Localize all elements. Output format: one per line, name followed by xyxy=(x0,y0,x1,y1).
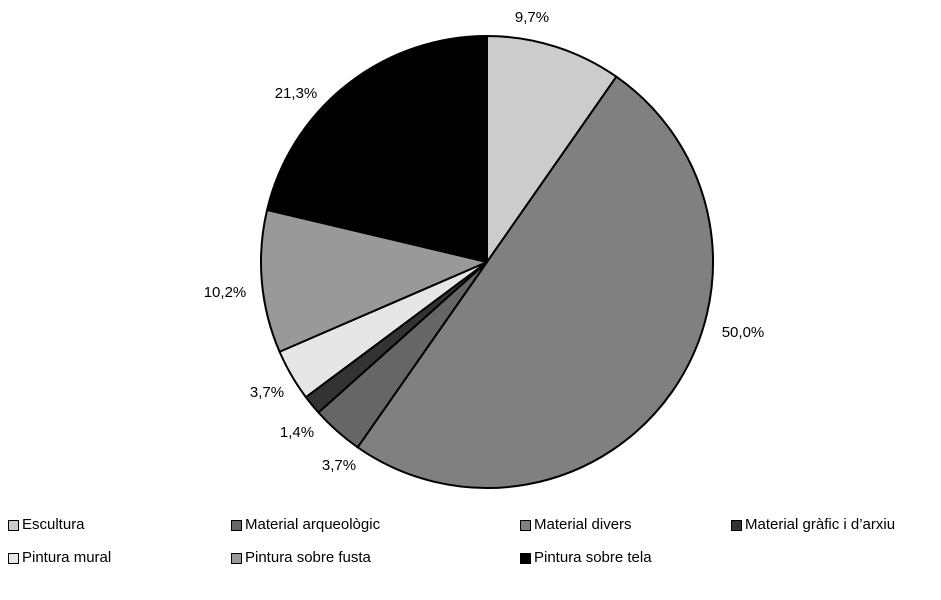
legend-item: Pintura sobre fusta xyxy=(231,549,371,567)
legend-item: Pintura mural xyxy=(8,549,111,567)
legend-swatch xyxy=(520,519,531,531)
pie-plot-area: 9,7% 50,0% 3,7% 1,4% 3,7% 10,2% 21,3% xyxy=(204,9,765,489)
legend-swatch xyxy=(8,519,19,531)
legend: Escultura Material arqueològic Material di… xyxy=(0,516,941,600)
legend-swatch xyxy=(520,552,531,564)
slice-value-label: 21,3% xyxy=(275,85,318,102)
legend-label: Material divers xyxy=(534,516,632,533)
legend-swatch xyxy=(731,519,742,531)
slice-value-label: 10,2% xyxy=(204,284,247,301)
legend-label: Material arqueològic xyxy=(245,516,381,533)
legend-label: Pintura sobre fusta xyxy=(245,549,371,566)
legend-swatch xyxy=(231,552,242,564)
slice-value-label: 3,7% xyxy=(322,457,356,474)
legend-item: Material gràfic i d’arxiu xyxy=(731,516,895,534)
legend-label: Escultura xyxy=(22,516,85,533)
legend-item: Escultura xyxy=(8,516,85,534)
legend-item: Material divers xyxy=(520,516,632,534)
legend-item: Pintura sobre tela xyxy=(520,549,652,567)
legend-label: Material gràfic i d’arxiu xyxy=(745,516,896,533)
pie-slice-2 xyxy=(356,75,714,489)
legend-swatch xyxy=(8,552,19,564)
slice-value-label: 3,7% xyxy=(250,384,284,401)
legend-item: Material arqueològic xyxy=(231,516,380,534)
legend-label: Pintura sobre tela xyxy=(534,549,652,566)
slice-value-label: 50,0% xyxy=(722,324,765,341)
legend-label: Pintura mural xyxy=(22,549,112,566)
slice-value-label: 1,4% xyxy=(280,424,314,441)
pie-slice-7 xyxy=(266,35,488,263)
pie-slice-1 xyxy=(486,35,618,263)
legend-swatch xyxy=(231,519,242,531)
pie-slice-6 xyxy=(260,208,488,353)
slice-value-label: 9,7% xyxy=(515,9,549,26)
